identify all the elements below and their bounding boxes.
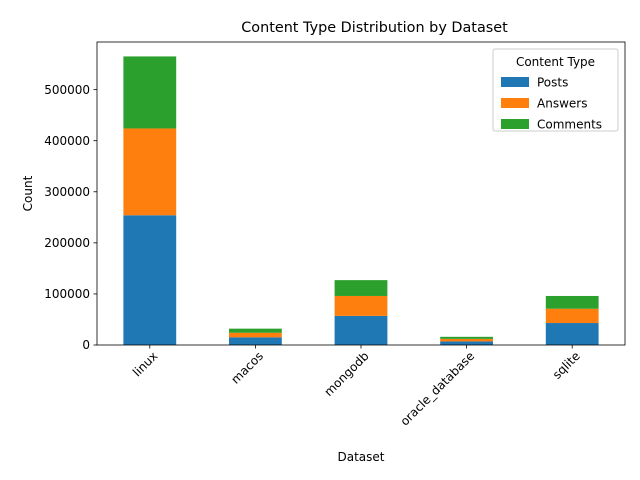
bar-comments-mongodb: [334, 280, 388, 296]
legend-swatch-comments: [501, 119, 529, 129]
y-axis-label: Count: [21, 175, 35, 211]
bar-comments-linux: [123, 56, 177, 129]
bar-posts-oracle_database: [440, 341, 493, 345]
bar-answers-linux: [123, 128, 177, 216]
y-tick-label: 0: [82, 338, 90, 352]
y-tick-label: 400000: [44, 134, 90, 148]
bar-posts-sqlite: [545, 323, 599, 345]
bar-posts-linux: [123, 215, 177, 345]
y-tick-label: 100000: [44, 287, 90, 301]
x-tick-label-macos: macos: [228, 349, 266, 387]
legend-label-comments: Comments: [537, 118, 602, 132]
x-axis-label: Dataset: [338, 450, 385, 464]
bar-answers-mongodb: [334, 295, 388, 316]
bar-posts-mongodb: [334, 315, 388, 345]
legend-label-answers: Answers: [537, 97, 587, 111]
y-tick-label: 300000: [44, 185, 90, 199]
y-tick-label: 200000: [44, 236, 90, 250]
legend-items: Posts Answers Comments: [501, 76, 602, 132]
legend-label-posts: Posts: [537, 76, 568, 90]
bar-comments-sqlite: [545, 295, 599, 309]
y-axis: 0 100000 200000 300000 400000 500000: [44, 83, 97, 352]
legend-swatch-posts: [501, 77, 529, 87]
bar-answers-macos: [229, 332, 282, 338]
x-axis: linux macos mongodb oracle_database sqlite: [130, 345, 583, 429]
x-tick-label-mongodb: mongodb: [322, 349, 372, 399]
legend-swatch-answers: [501, 98, 529, 108]
legend-box: [492, 48, 619, 132]
legend-title: Content Type: [516, 55, 595, 69]
y-tick-label: 500000: [44, 83, 90, 97]
bar-posts-macos: [229, 337, 282, 345]
legend: Content Type Posts Answers Comments: [492, 48, 619, 132]
bar-comments-oracle_database: [440, 336, 493, 339]
bar-comments-macos: [229, 328, 282, 333]
x-tick-label-sqlite: sqlite: [550, 349, 583, 382]
chart-title: Content Type Distribution by Dataset: [241, 20, 508, 36]
plot-frame: [96, 41, 626, 346]
bars: [123, 56, 599, 345]
bar-answers-sqlite: [545, 308, 599, 324]
x-tick-label-oracle_database: oracle_database: [398, 349, 478, 429]
x-tick-label-linux: linux: [130, 349, 160, 379]
bar-answers-oracle_database: [440, 338, 493, 342]
